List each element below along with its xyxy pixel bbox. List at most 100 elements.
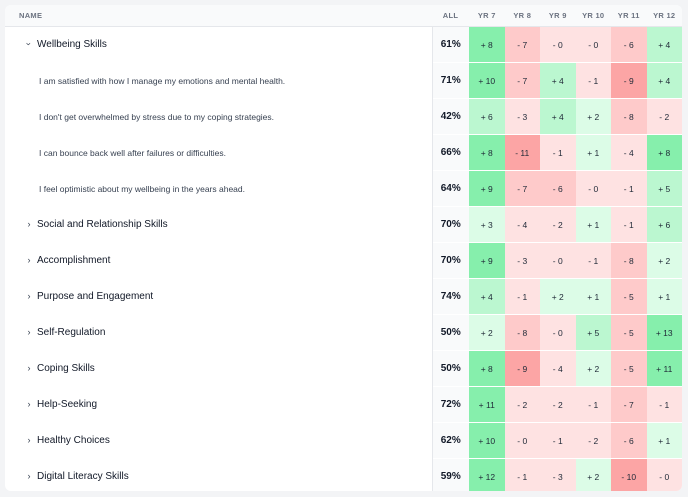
year-delta-cell: - 5 bbox=[611, 314, 647, 351]
column-header-yr7[interactable]: YR 7 bbox=[469, 5, 505, 27]
year-delta-cell: + 2 bbox=[646, 242, 682, 279]
item-label: I am satisfied with how I manage my emot… bbox=[39, 75, 286, 86]
year-delta-cell: + 9 bbox=[469, 170, 505, 207]
year-delta-cell: - 0 bbox=[504, 422, 540, 459]
year-delta-cell: - 1 bbox=[504, 458, 540, 491]
year-delta-cell: - 1 bbox=[611, 170, 647, 207]
group-row-coping-skills[interactable]: › Coping Skills 50% + 8- 9- 4 + 2- 5 + 11 bbox=[5, 350, 682, 387]
column-header-yr11[interactable]: YR 11 bbox=[611, 5, 647, 27]
group-row-self-regulation[interactable]: › Self-Regulation 50% + 2- 8- 0 + 5- 5 + 13 bbox=[5, 314, 682, 351]
year-delta-cell: - 3 bbox=[504, 98, 540, 135]
group-label[interactable]: Accomplishment bbox=[37, 255, 111, 266]
year-delta-cell: - 8 bbox=[504, 314, 540, 351]
all-value: 61% bbox=[431, 26, 469, 63]
column-header-name[interactable]: NAME bbox=[5, 5, 432, 27]
chevron-right-icon[interactable]: › bbox=[27, 255, 31, 265]
column-header-yr8[interactable]: YR 8 bbox=[504, 5, 540, 27]
item-row: I feel optimistic about my wellbeing in … bbox=[5, 170, 682, 207]
group-label[interactable]: Healthy Choices bbox=[37, 435, 110, 446]
year-delta-cell: - 5 bbox=[611, 278, 647, 315]
chevron-right-icon[interactable]: › bbox=[27, 327, 31, 337]
all-value: 70% bbox=[431, 242, 469, 279]
column-header-all[interactable]: ALL bbox=[432, 5, 469, 27]
year-delta-cell: + 1 bbox=[646, 422, 682, 459]
year-delta-cell: + 2 bbox=[575, 98, 611, 135]
name-cell: › Social and Relationship Skills bbox=[5, 207, 432, 243]
results-table: NAME ALL YR 7 YR 8 YR 9 YR 10 YR 11 YR 1… bbox=[5, 5, 682, 491]
year-delta-cell: + 1 bbox=[575, 278, 611, 315]
year-delta-cell: - 0 bbox=[540, 314, 576, 351]
year-delta-cell: + 6 bbox=[646, 206, 682, 243]
item-label: I can bounce back well after failures or… bbox=[39, 147, 226, 158]
name-cell: I don't get overwhelmed by stress due to… bbox=[5, 99, 432, 135]
column-header-yr9[interactable]: YR 9 bbox=[540, 5, 576, 27]
group-row-wellbeing-skills[interactable]: › Wellbeing Skills 61% + 8- 7- 0- 0- 6 + 4 bbox=[5, 26, 682, 63]
name-cell: › Healthy Choices bbox=[5, 423, 432, 459]
item-row: I don't get overwhelmed by stress due to… bbox=[5, 98, 682, 135]
year-delta-cell: + 12 bbox=[469, 458, 505, 491]
name-cell: › Accomplishment bbox=[5, 243, 432, 279]
year-delta-cell: - 1 bbox=[575, 386, 611, 423]
group-label[interactable]: Self-Regulation bbox=[37, 327, 106, 338]
year-delta-cell: - 10 bbox=[611, 458, 647, 491]
year-delta-cell: + 11 bbox=[469, 386, 505, 423]
year-delta-cell: + 10 bbox=[469, 62, 505, 99]
year-delta-cell: + 1 bbox=[646, 278, 682, 315]
year-delta-cell: + 5 bbox=[646, 170, 682, 207]
name-cell: › Self-Regulation bbox=[5, 315, 432, 351]
year-delta-cell: + 9 bbox=[469, 242, 505, 279]
year-delta-cell: - 1 bbox=[540, 134, 576, 171]
all-value: 42% bbox=[431, 98, 469, 135]
year-delta-cell: - 1 bbox=[646, 386, 682, 423]
name-cell: I feel optimistic about my wellbeing in … bbox=[5, 171, 432, 207]
year-delta-cell: - 2 bbox=[575, 422, 611, 459]
year-delta-cell: + 4 bbox=[469, 278, 505, 315]
all-value: 64% bbox=[431, 170, 469, 207]
year-delta-cell: - 4 bbox=[540, 350, 576, 387]
all-value: 70% bbox=[431, 206, 469, 243]
year-delta-cell: - 1 bbox=[540, 422, 576, 459]
name-cell: › Purpose and Engagement bbox=[5, 279, 432, 315]
group-row-healthy-choices[interactable]: › Healthy Choices 62% + 10- 0- 1- 2- 6 + 1 bbox=[5, 422, 682, 459]
group-row-accomplishment[interactable]: › Accomplishment 70% + 9- 3- 0- 1- 8 + 2 bbox=[5, 242, 682, 279]
item-label: I don't get overwhelmed by stress due to… bbox=[39, 111, 275, 122]
year-delta-cell: + 10 bbox=[469, 422, 505, 459]
group-label[interactable]: Social and Relationship Skills bbox=[37, 219, 168, 230]
year-delta-cell: + 8 bbox=[646, 134, 682, 171]
year-delta-cell: - 2 bbox=[540, 386, 576, 423]
group-label[interactable]: Wellbeing Skills bbox=[37, 39, 107, 50]
group-label[interactable]: Purpose and Engagement bbox=[37, 291, 154, 302]
group-row-help-seeking[interactable]: › Help-Seeking 72% + 11- 2- 2- 1- 7- 1 bbox=[5, 386, 682, 423]
year-delta-cell: - 2 bbox=[504, 386, 540, 423]
group-row-purpose-and-engagement[interactable]: › Purpose and Engagement 74% + 4- 1 + 2 + 1- … bbox=[5, 278, 682, 315]
year-delta-cell: + 2 bbox=[540, 278, 576, 315]
group-row-social-and-relationship-skills[interactable]: › Social and Relationship Skills 70% + 3- 4… bbox=[5, 206, 682, 243]
chevron-right-icon[interactable]: › bbox=[27, 363, 31, 373]
column-header-yr10[interactable]: YR 10 bbox=[575, 5, 611, 27]
year-delta-cell: - 6 bbox=[611, 26, 647, 63]
group-label[interactable]: Coping Skills bbox=[37, 363, 95, 374]
header-row: NAME ALL YR 7 YR 8 YR 9 YR 10 YR 11 YR 1… bbox=[5, 5, 682, 27]
all-value: 59% bbox=[431, 458, 469, 491]
chevron-right-icon[interactable]: › bbox=[27, 471, 31, 481]
group-row-digital-literacy-skills[interactable]: › Digital Literacy Skills 59% + 12- 1- 3 + 2… bbox=[5, 458, 682, 492]
chevron-right-icon[interactable]: › bbox=[27, 219, 31, 229]
group-label[interactable]: Digital Literacy Skills bbox=[37, 471, 129, 482]
group-label[interactable]: Help-Seeking bbox=[37, 399, 98, 410]
chevron-right-icon[interactable]: › bbox=[27, 399, 31, 409]
chevron-down-icon[interactable]: › bbox=[24, 42, 34, 46]
year-delta-cell: + 2 bbox=[575, 350, 611, 387]
year-delta-cell: + 2 bbox=[469, 314, 505, 351]
all-value: 50% bbox=[431, 350, 469, 387]
chevron-right-icon[interactable]: › bbox=[27, 291, 31, 301]
column-header-yr12[interactable]: YR 12 bbox=[646, 5, 682, 27]
year-delta-cell: - 1 bbox=[575, 242, 611, 279]
name-cell: › Digital Literacy Skills bbox=[5, 459, 432, 492]
year-delta-cell: - 5 bbox=[611, 350, 647, 387]
year-delta-cell: - 2 bbox=[540, 206, 576, 243]
year-delta-cell: - 4 bbox=[611, 134, 647, 171]
name-cell: I can bounce back well after failures or… bbox=[5, 135, 432, 171]
year-delta-cell: - 3 bbox=[504, 242, 540, 279]
year-delta-cell: - 7 bbox=[611, 386, 647, 423]
chevron-right-icon[interactable]: › bbox=[27, 435, 31, 445]
